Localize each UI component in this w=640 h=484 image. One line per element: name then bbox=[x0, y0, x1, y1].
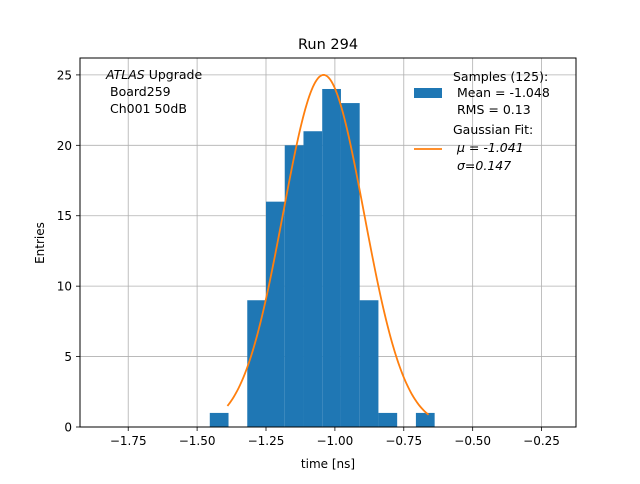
annotation-board: Board259 bbox=[110, 84, 171, 99]
y-tick-label: 5 bbox=[64, 350, 72, 364]
x-tick-label: −0.75 bbox=[385, 434, 422, 448]
histogram-bar bbox=[266, 201, 285, 427]
y-tick-label: 10 bbox=[57, 280, 72, 294]
x-tick-label: −1.00 bbox=[316, 434, 353, 448]
legend-samples-label: Samples (125): bbox=[453, 69, 548, 84]
x-tick-label: −1.75 bbox=[110, 434, 147, 448]
annotation-upgrade: Upgrade bbox=[145, 67, 203, 82]
y-tick-label: 20 bbox=[57, 139, 72, 153]
histogram-bars bbox=[209, 88, 435, 428]
plot-frame bbox=[79, 57, 577, 428]
legend-rms: RMS = 0.13 bbox=[457, 102, 531, 117]
y-axis-label: Entries bbox=[33, 222, 47, 264]
gaussian-fit-curve bbox=[226, 74, 430, 416]
x-tick-label: −1.25 bbox=[248, 434, 285, 448]
annotation-channel: Ch001 50dB bbox=[110, 101, 187, 116]
chart-title: Run 294 bbox=[298, 37, 358, 53]
x-axis-ticks: −1.75 −1.50 −1.25 −1.00 −0.75 −0.50 −0.25 bbox=[110, 427, 560, 448]
legend-fit-label: Gaussian Fit: bbox=[453, 122, 533, 137]
annotation-line-1: ATLAS Upgrade bbox=[105, 67, 202, 82]
histogram-bar bbox=[284, 145, 304, 427]
x-axis-label: time [ns] bbox=[301, 457, 355, 471]
y-tick-label: 15 bbox=[57, 209, 72, 223]
histogram-bar bbox=[359, 300, 379, 427]
histogram-bar bbox=[209, 412, 229, 427]
x-tick-label: −1.50 bbox=[179, 434, 216, 448]
y-axis-ticks: 0 5 10 15 20 25 bbox=[57, 68, 80, 435]
histogram-bar bbox=[247, 300, 266, 427]
histogram-bar bbox=[322, 88, 341, 427]
y-tick-label: 0 bbox=[64, 421, 72, 435]
x-tick-label: −0.50 bbox=[454, 434, 491, 448]
legend-mu: μ = -1.041 bbox=[456, 140, 524, 155]
y-tick-label: 25 bbox=[57, 68, 72, 82]
legend-histogram-swatch bbox=[414, 88, 442, 98]
legend-mean: Mean = -1.048 bbox=[457, 85, 550, 100]
histogram-bar bbox=[415, 412, 435, 427]
histogram-bar bbox=[303, 131, 323, 428]
histogram-bar bbox=[340, 103, 360, 428]
histogram-bar bbox=[378, 412, 398, 427]
atlas-annotation: ATLAS Upgrade Board259 Ch001 50dB bbox=[105, 67, 202, 116]
x-tick-label: −0.25 bbox=[523, 434, 560, 448]
legend: Samples (125): Mean = -1.048 RMS = 0.13 … bbox=[414, 69, 550, 173]
legend-sigma: σ=0.147 bbox=[457, 158, 511, 173]
annotation-atlas: ATLAS bbox=[105, 67, 145, 82]
